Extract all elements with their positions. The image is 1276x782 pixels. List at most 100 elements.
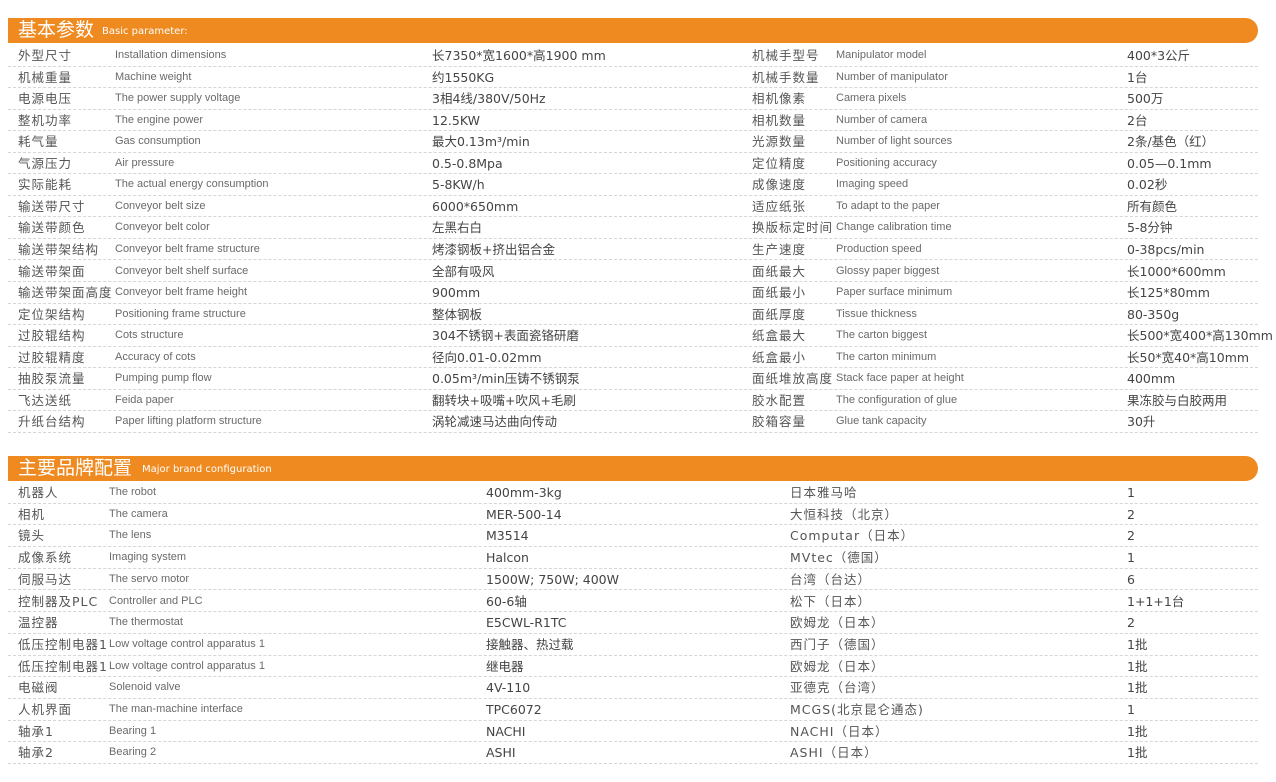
section-title-en: Basic parameter:	[102, 26, 188, 37]
component-label-cn: 轴承1	[18, 723, 54, 739]
parameter-label-cn: 胶水配置	[752, 392, 807, 408]
parameter-label-en: Glue tank capacity	[836, 415, 927, 428]
parameter-label-cn: 气源压力	[18, 155, 73, 171]
component-brand: MVtec（德国）	[790, 550, 888, 566]
parameter-label-en: Number of light sources	[836, 135, 953, 148]
parameter-label-cn: 相机数量	[752, 112, 807, 128]
component-quantity: 1批	[1127, 680, 1148, 696]
component-model: 4V-110	[486, 680, 531, 696]
component-model: E5CWL-R1TC	[486, 615, 567, 631]
parameter-label-cn: 整机功率	[18, 112, 73, 128]
parameter-label-en: Feida paper	[115, 393, 174, 406]
parameter-label-cn: 定位架结构	[18, 306, 86, 322]
table-row: 低压控制电器1 Low voltage control apparatus 1 继电…	[8, 656, 1258, 678]
parameter-label-cn: 面纸最小	[752, 285, 807, 301]
parameter-label-cn: 定位精度	[752, 155, 807, 171]
component-quantity: 1	[1127, 550, 1135, 566]
parameter-label-en: Conveyor belt frame height	[115, 286, 248, 299]
component-model: MER-500-14	[486, 506, 562, 522]
parameter-label-cn: 升纸台结构	[18, 414, 86, 430]
parameter-label-en: Tissue thickness	[836, 307, 917, 320]
component-quantity: 1批	[1127, 636, 1148, 652]
component-model: 400mm-3kg	[486, 485, 562, 500]
parameter-value: 0.05m³/min压铸不锈钢泵	[432, 371, 580, 387]
parameter-value: 400*3公斤	[1127, 48, 1191, 63]
component-quantity: 1批	[1127, 723, 1148, 739]
component-model: 接触器、热过载	[486, 636, 574, 652]
parameter-label-en: Pumping pump flow	[115, 372, 212, 385]
parameter-label-en: Gas consumption	[115, 135, 201, 148]
parameter-label-en: Manipulator model	[836, 49, 927, 61]
parameter-value: 全部有吸风	[432, 263, 495, 279]
parameter-value: 最大0.13m³/min	[432, 134, 530, 150]
component-label-en: The robot	[109, 486, 157, 498]
component-brand: Computar（日本）	[790, 528, 915, 544]
component-label-en: Low voltage control apparatus 1	[109, 637, 265, 650]
component-brand: 台湾（台达）	[790, 571, 872, 587]
table-row: 实际能耗 The actual energy consumption 5-8KW/h…	[8, 174, 1258, 196]
table-row: 输送带架结构 Conveyor belt frame structure 烤漆钢板+…	[8, 239, 1258, 261]
table-row: 飞达送纸 Feida paper 翻转块+吸嘴+吹风+毛刷 胶水配置 The confi…	[8, 390, 1258, 412]
component-brand: 欧姆龙（日本）	[790, 658, 885, 674]
parameter-value: 1台	[1127, 69, 1148, 85]
parameter-label-en: The carton minimum	[836, 350, 937, 363]
parameter-label-cn: 输送带架结构	[18, 241, 100, 257]
parameter-value: 80-350g	[1127, 306, 1180, 322]
section-title-cn: 主要品牌配置	[18, 457, 133, 479]
table-row: 输送带架面 Conveyor belt shelf surface 全部有吸风 面纸最…	[8, 261, 1258, 283]
section-title-cn: 基本参数	[18, 19, 95, 41]
component-quantity: 1批	[1127, 745, 1148, 761]
table-row: 输送带颜色 Conveyor belt color 左黑右白 换版标定时间 Change…	[8, 217, 1258, 239]
parameter-value: 900mm	[432, 285, 481, 301]
table-row: 外型尺寸 Installation dimensions 长7350*宽1600*高…	[8, 45, 1258, 67]
table-row: 镜头 The lens M3514 Computar（日本） 2	[8, 525, 1258, 548]
component-brand: ASHI（日本）	[790, 745, 878, 761]
component-brand: 西门子（德国）	[790, 636, 885, 652]
parameter-label-cn: 实际能耗	[18, 177, 73, 193]
component-label-cn: 控制器及PLC	[18, 593, 99, 609]
parameter-label-cn: 外型尺寸	[18, 48, 73, 63]
parameter-label-en: The engine power	[115, 113, 204, 126]
table-row: 轴承1 Bearing 1 NACHI NACHI（日本） 1批	[8, 721, 1258, 743]
parameter-value: 6000*650mm	[432, 198, 519, 214]
table-row: 定位架结构 Positioning frame structure 整体钢板 面纸厚度…	[8, 304, 1258, 326]
component-quantity: 2	[1127, 506, 1135, 522]
parameter-label-cn: 过胶辊精度	[18, 349, 86, 365]
table-row: 电源电压 The power supply voltage 3相4线/380V/50…	[8, 88, 1258, 110]
table-row: 温控器 The thermostat E5CWL-R1TC 欧姆龙（日本） 2	[8, 612, 1258, 634]
parameter-label-en: The actual energy consumption	[115, 178, 269, 191]
component-brand: 大恒科技（北京）	[790, 506, 899, 522]
parameter-label-en: Number of manipulator	[836, 70, 948, 83]
parameter-label-en: Paper surface minimum	[836, 286, 953, 299]
component-label-en: Solenoid valve	[109, 681, 181, 694]
parameter-label-cn: 输送带架面高度	[18, 285, 113, 301]
parameter-label-en: To adapt to the paper	[836, 199, 940, 212]
parameter-value: 长125*80mm	[1127, 285, 1210, 301]
table-row: 气源压力 Air pressure 0.5-0.8Mpa 定位精度 Positionin…	[8, 153, 1258, 175]
parameter-label-cn: 成像速度	[752, 177, 807, 193]
component-label-cn: 轴承2	[18, 745, 54, 761]
parameter-label-cn: 生产速度	[752, 241, 807, 257]
table-row: 耗气量 Gas consumption 最大0.13m³/min 光源数量 Number…	[8, 131, 1258, 153]
component-label-en: The thermostat	[109, 616, 183, 629]
parameter-label-cn: 适应纸张	[752, 198, 807, 214]
parameter-label-en: Conveyor belt shelf surface	[115, 264, 249, 277]
parameter-label-en: Conveyor belt color	[115, 221, 210, 234]
table-row: 低压控制电器1 Low voltage control apparatus 1 接触…	[8, 634, 1258, 656]
table-row: 过胶辊精度 Accuracy of cots 径向0.01-0.02mm 纸盒最小 Th…	[8, 347, 1258, 369]
parameter-label-cn: 纸盒最小	[752, 349, 807, 365]
parameter-label-cn: 胶箱容量	[752, 414, 807, 430]
parameter-label-cn: 耗气量	[18, 134, 59, 150]
component-model: 继电器	[486, 658, 524, 674]
component-model: 1500W; 750W; 400W	[486, 571, 619, 587]
parameter-label-en: Camera pixels	[836, 92, 907, 105]
table-row: 输送带尺寸 Conveyor belt size 6000*650mm 适应纸张 To …	[8, 196, 1258, 218]
component-label-en: Low voltage control apparatus 1	[109, 659, 265, 672]
parameter-value: 3相4线/380V/50Hz	[432, 91, 546, 107]
component-label-cn: 相机	[18, 506, 46, 522]
parameter-value: 0.5-0.8Mpa	[432, 155, 503, 171]
parameter-label-cn: 机械手型号	[752, 48, 820, 63]
table-row: 人机界面 The man-machine interface TPC6072 MCGS…	[8, 699, 1258, 721]
component-label-en: The man-machine interface	[109, 703, 243, 715]
component-brand: MCGS(北京昆仑通态)	[790, 702, 924, 717]
